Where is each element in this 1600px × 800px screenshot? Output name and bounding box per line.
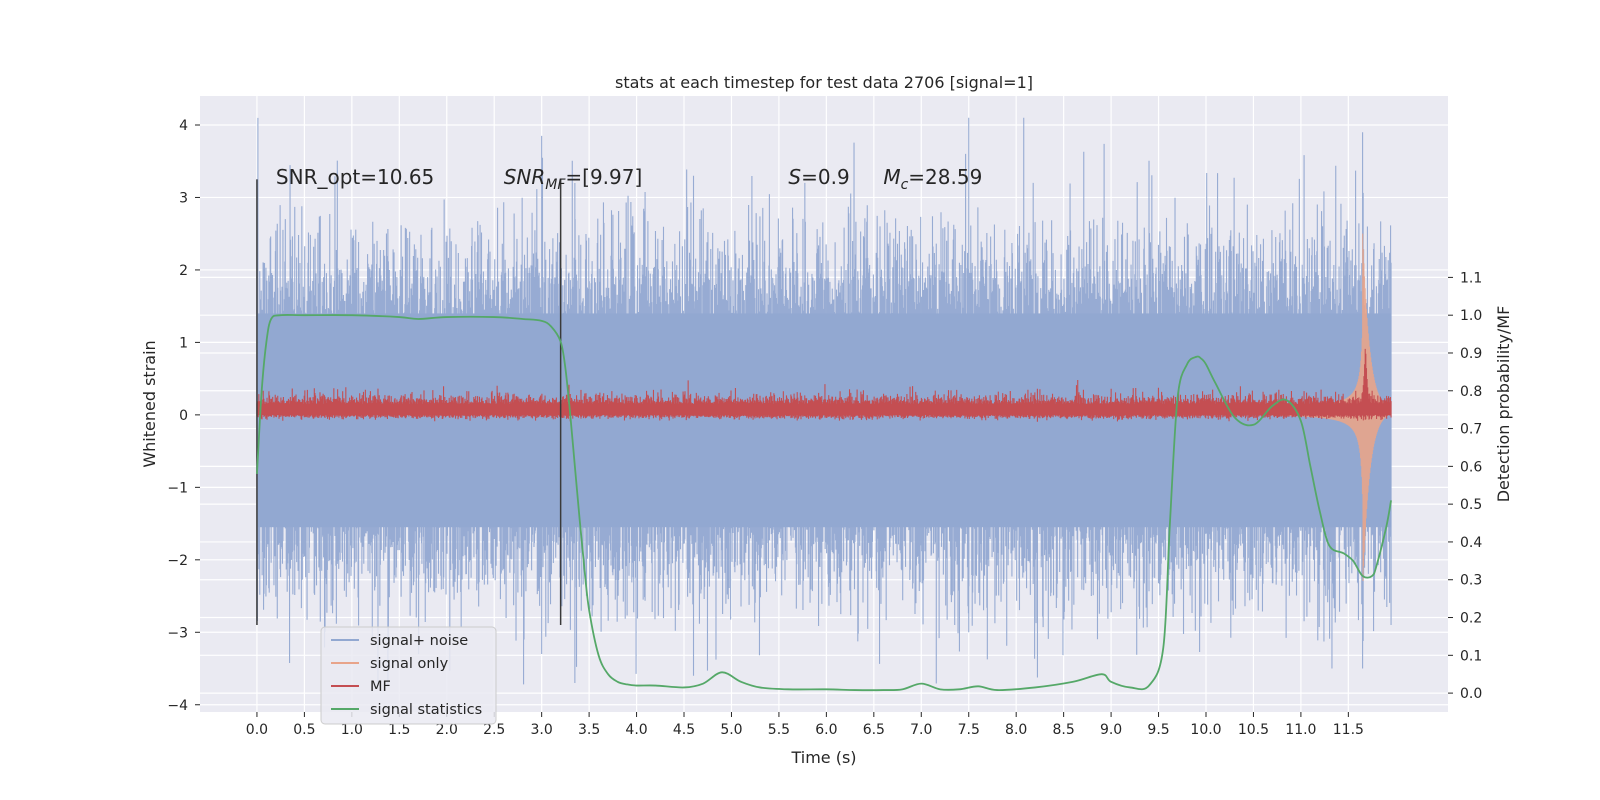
x-tick-label: 6.5 [863, 722, 885, 738]
x-tick-label: 4.0 [625, 722, 647, 738]
y2-tick-label: 0.6 [1460, 459, 1482, 475]
y-tick-label: −1 [167, 480, 188, 496]
y2-tick-label: 0.3 [1460, 573, 1482, 589]
annotation-1: SNRMF=[9.97] [504, 165, 643, 193]
x-tick-label: 1.0 [341, 722, 363, 738]
y-tick-label: 2 [179, 263, 188, 279]
legend-label-signal-statistics: signal statistics [370, 702, 482, 718]
x-tick-label: 10.5 [1238, 722, 1269, 738]
x-tick-label: 2.5 [483, 722, 505, 738]
y2-tick-label: 0.8 [1460, 384, 1482, 400]
y2-tick-label: 0.5 [1460, 497, 1482, 513]
annotation-2: S=0.9 [788, 165, 849, 189]
signal-statistics-series [256, 314, 1392, 692]
x-tick-label: 9.0 [1100, 722, 1122, 738]
legend-label-mf: MF [370, 679, 391, 695]
x-tick-label: 0.0 [246, 722, 268, 738]
y2-axis-title: Detection probability/MF [1494, 306, 1513, 503]
x-tick-label: 5.5 [768, 722, 790, 738]
y2-tick-label: 0.2 [1460, 611, 1482, 627]
legend-box [320, 626, 497, 725]
x-tick-label: 11.0 [1285, 722, 1316, 738]
annotation-0: SNR_opt=10.65 [276, 165, 434, 189]
annotations: SNR_opt=10.65 SNRMF=[9.97] S=0.9 Mc=28.59 [276, 165, 982, 193]
y-tick-label: 3 [179, 190, 188, 206]
y-tick-label: −4 [167, 698, 188, 714]
x-tick-label: 0.5 [293, 722, 315, 738]
y2-tick-label: 0.0 [1460, 686, 1482, 702]
y-axis-title: Whitened strain [140, 340, 159, 467]
y-tick-label: 0 [179, 408, 188, 424]
x-tick-label: 7.5 [958, 722, 980, 738]
y2-tick-label: 0.9 [1460, 346, 1482, 362]
x-tick-label: 10.0 [1190, 722, 1221, 738]
x-tick-label: 1.5 [388, 722, 410, 738]
annotation-3: Mc=28.59 [883, 165, 982, 193]
legend-label-signal-only: signal only [370, 656, 449, 672]
y2-tick-label: 0.7 [1460, 422, 1482, 438]
axes: 0.0 0.5 1.0 1.5 2.0 2.5 3.0 3.5 4.0 4.5 5.0 5.5 6.0 6… [167, 118, 1482, 738]
vertical-markers [256, 179, 562, 626]
y2-tick-label: 1.1 [1460, 270, 1482, 286]
signal-noise-series [256, 117, 1392, 687]
legend-label-signal-noise: signal+ noise [370, 633, 468, 649]
signal-noise-core [256, 313, 1392, 528]
x-tick-label: 3.5 [578, 722, 600, 738]
x-tick-label: 8.5 [1053, 722, 1075, 738]
x-tick-label: 11.5 [1333, 722, 1364, 738]
x-tick-label: 8.0 [1005, 722, 1027, 738]
y-tick-label: 1 [179, 335, 188, 351]
chart-title: stats at each timestep for test data 270… [615, 73, 1033, 92]
signal-statistics-line [256, 314, 1392, 692]
x-tick-label: 3.0 [531, 722, 553, 738]
x-tick-label: 6.0 [815, 722, 837, 738]
y-tick-label: 4 [179, 118, 188, 134]
x-tick-label: 9.5 [1147, 722, 1169, 738]
y-tick-label: −3 [167, 625, 188, 641]
y-tick-label: −2 [167, 553, 188, 569]
y2-tick-label: 0.4 [1460, 535, 1482, 551]
x-tick-label: 7.0 [910, 722, 932, 738]
x-tick-label: 5.0 [720, 722, 742, 738]
x-axis-title: Time (s) [790, 748, 856, 767]
x-tick-label: 2.0 [436, 722, 458, 738]
x-tick-label: 4.5 [673, 722, 695, 738]
y2-tick-label: 1.0 [1460, 308, 1482, 324]
legend: signal+ noise signal only MF signal stat… [320, 626, 497, 725]
y2-tick-label: 0.1 [1460, 648, 1482, 664]
